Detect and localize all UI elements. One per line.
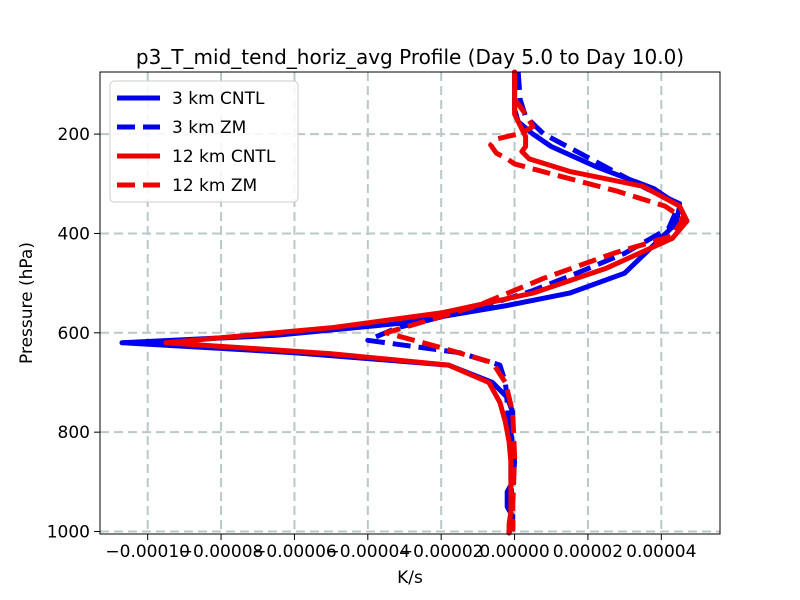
x-tick-label: −0.00010 (105, 542, 190, 562)
axis-ticks: −0.00010−0.00008−0.00006−0.00004−0.00002… (47, 125, 697, 562)
y-tick-label: 1000 (47, 523, 90, 543)
x-axis-label: K/s (397, 568, 423, 588)
legend-label: 12 km CNTL (172, 147, 276, 167)
legend-label: 12 km ZM (172, 176, 257, 196)
legend-box (109, 80, 299, 203)
y-tick-label: 600 (58, 324, 90, 344)
plot-frame (99, 71, 721, 535)
legend-label: 3 km ZM (172, 118, 246, 138)
series-lines (119, 69, 690, 536)
y-tick-label: 800 (58, 423, 90, 443)
chart-title: p3_T_mid_tend_horiz_avg Profile (Day 5.0… (136, 45, 684, 69)
x-tick-label: −0.00002 (399, 542, 484, 562)
series-line-12-km-zm (383, 97, 686, 532)
x-tick-label: −0.00006 (252, 542, 337, 562)
x-tick-label: 0.00004 (626, 542, 696, 562)
legend: 3 km CNTL 3 km ZM 12 km CNTL 12 km ZM (109, 80, 299, 203)
y-axis-label: Pressure (hPa) (17, 242, 37, 364)
y-tick-label: 400 (58, 224, 90, 244)
x-tick-label: 0.00002 (553, 542, 623, 562)
y-tick-label: 200 (58, 125, 90, 145)
legend-label: 3 km CNTL (172, 89, 265, 109)
x-tick-label: −0.00008 (179, 542, 264, 562)
x-tick-label: 0.00000 (479, 542, 549, 562)
x-tick-label: −0.00004 (326, 542, 411, 562)
